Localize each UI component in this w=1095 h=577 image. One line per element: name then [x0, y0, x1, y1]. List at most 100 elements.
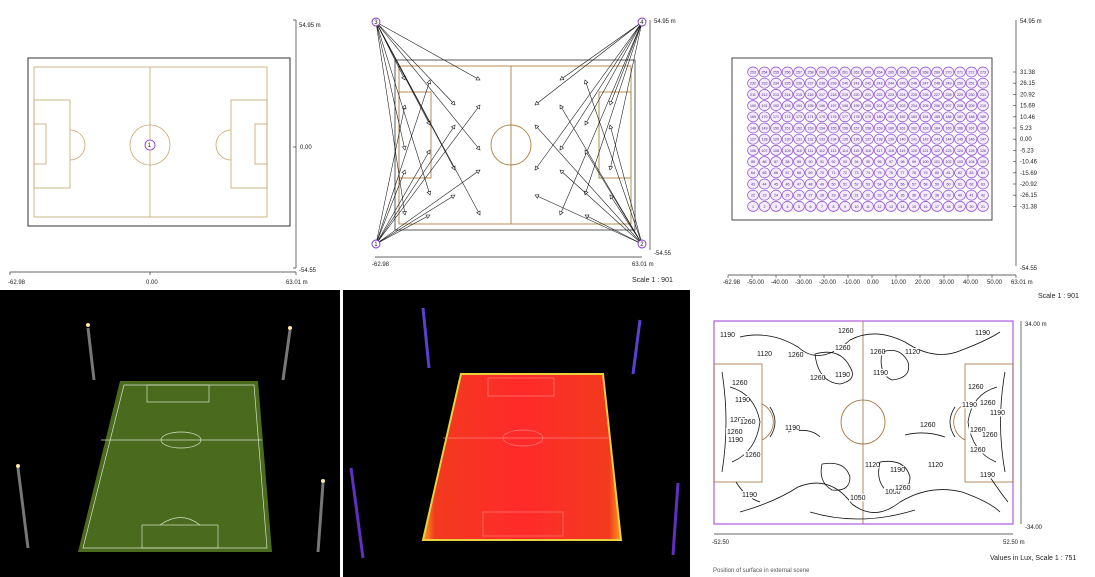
- grid-point-label: 150: [773, 126, 779, 130]
- grid-point-label: 31: [855, 194, 859, 198]
- grid-point-label: 241: [854, 82, 860, 86]
- aim-line: [375, 104, 406, 245]
- grid-point-label: 126: [980, 149, 986, 153]
- grid-point: [781, 89, 794, 100]
- grid-point: [942, 66, 955, 78]
- grid-point-label: 267: [911, 70, 917, 74]
- grid-point: [781, 111, 794, 123]
- isolux-label: 1190: [720, 332, 735, 339]
- grid-point: [908, 77, 920, 89]
- grid-point-label: 19: [958, 205, 962, 209]
- grid-point-label: 164: [934, 126, 940, 130]
- grid-point: [908, 156, 920, 167]
- grid-point: [965, 145, 978, 156]
- aim-arrowhead: [450, 124, 456, 130]
- aim-arrowhead: [609, 194, 615, 200]
- x-tick-mid: 0.00: [146, 280, 158, 286]
- grid-point-label: 76: [889, 171, 893, 175]
- grid-point-label: 205: [923, 104, 929, 108]
- grid-point: [942, 189, 955, 201]
- grid-point-label: 99: [912, 160, 916, 164]
- grid-point-label: 118: [888, 149, 894, 153]
- grid-point: [781, 77, 794, 89]
- grid-point: [896, 156, 909, 167]
- grid-point: [965, 189, 978, 201]
- isolux-label: 1050: [850, 495, 866, 502]
- grid-point-label: 26: [797, 194, 801, 198]
- grid-point: [931, 178, 943, 190]
- pitch-plan-panel: 1 54.95 m 0.00 -54.55 -62.98 0.00 63.01 …: [0, 0, 340, 290]
- grid-point: [931, 156, 943, 167]
- grid-point-label: 245: [900, 82, 906, 86]
- grid-point-label: 108: [773, 149, 779, 153]
- aim-line: [584, 79, 643, 245]
- aim-arrowhead: [475, 104, 481, 110]
- grid-point-label: 92: [832, 160, 836, 164]
- grid-point: [839, 100, 851, 111]
- grid-point: [793, 133, 805, 145]
- aim-line: [534, 194, 643, 245]
- grid-point: [839, 77, 851, 89]
- grid-point: [885, 133, 897, 145]
- aim-line: [559, 21, 643, 81]
- grid-point-label: 69: [809, 171, 813, 175]
- grid-point: [781, 167, 794, 179]
- grid-point-label: 40: [958, 194, 962, 198]
- grid-point: [781, 100, 794, 111]
- grid-point-label: 37: [924, 194, 928, 198]
- grid-point-label: 134: [831, 138, 837, 142]
- grid-point: [862, 77, 874, 89]
- grid-point: [804, 145, 817, 156]
- grid-point: [896, 122, 909, 134]
- grid-point-label: 264: [877, 70, 883, 74]
- grid-point-label: 207: [946, 104, 952, 108]
- grid-point: [781, 145, 794, 156]
- aiming-lines: [375, 21, 643, 245]
- grid-point-label: 48: [809, 182, 813, 186]
- grid-point-label: 270: [946, 70, 952, 74]
- isolux-label: 1190: [975, 330, 990, 337]
- grid-point-label: 9: [844, 205, 846, 209]
- grid-point: [850, 201, 863, 212]
- grid-point-label: 20: [970, 205, 974, 209]
- grid-point: [885, 201, 897, 212]
- aim-arrowhead: [401, 169, 406, 175]
- grid-point-label: 236: [796, 82, 802, 86]
- grid-point: [919, 89, 932, 100]
- grid-point-label: 78: [912, 171, 916, 175]
- grid-point-label: 115: [854, 149, 860, 153]
- grid-point-label: 187: [957, 115, 963, 119]
- aim-arrowhead: [450, 100, 456, 106]
- grid-point: [827, 100, 840, 111]
- grid-point-label: 165: [946, 126, 952, 130]
- grid-point: [942, 201, 955, 212]
- grid-point: [839, 122, 851, 134]
- grid-point-label: 110: [796, 149, 802, 153]
- grid-point: [908, 122, 920, 134]
- grid-point-label: 265: [888, 70, 894, 74]
- grid-point: [977, 111, 989, 123]
- grid-point: [965, 156, 978, 167]
- grid-point-label: 194: [796, 104, 802, 108]
- grid-point-label: 256: [785, 70, 791, 74]
- grid-x-tick: -30.00: [795, 280, 813, 286]
- grid-point: [873, 145, 886, 156]
- grid-point: [908, 89, 920, 100]
- pole-marker-4: [637, 17, 647, 27]
- grid-point: [770, 178, 782, 190]
- aim-x-left: -62.98: [372, 262, 390, 268]
- grid-point-label: 223: [888, 93, 894, 97]
- grid-point-label: 226: [923, 93, 929, 97]
- grid-point-label: 70: [820, 171, 824, 175]
- grid-point-label: 192: [773, 104, 779, 108]
- grid-point-label: 33: [878, 194, 882, 198]
- grid-point-label: 242: [865, 82, 871, 86]
- grid-point-label: 49: [820, 182, 824, 186]
- grid-point: [747, 167, 759, 179]
- grid-point-label: 117: [877, 149, 883, 153]
- grid-point: [747, 178, 759, 190]
- aim-arrowhead: [401, 145, 407, 151]
- grid-point: [804, 66, 817, 78]
- aim-line: [609, 194, 643, 245]
- grid-point-label: 28: [820, 194, 824, 198]
